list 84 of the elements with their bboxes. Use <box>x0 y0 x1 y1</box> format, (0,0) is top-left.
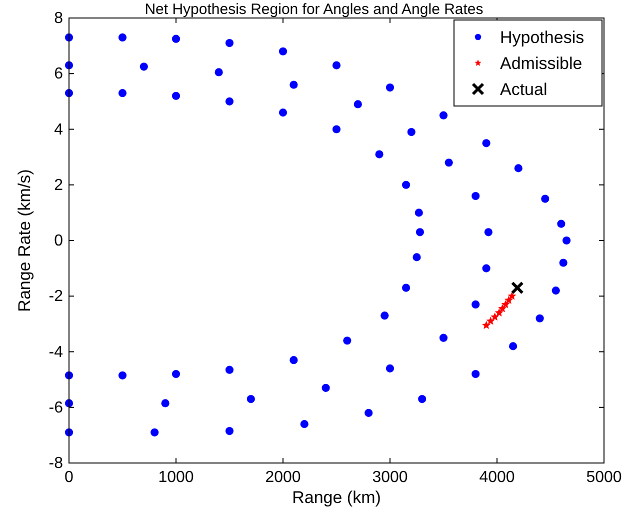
point <box>402 284 410 292</box>
point <box>541 194 550 203</box>
point <box>504 296 514 304</box>
x-tick-label: 4000 <box>479 469 515 486</box>
point <box>246 394 255 404</box>
y-tick-label: -2 <box>48 288 64 306</box>
point <box>472 192 480 200</box>
point <box>494 308 504 316</box>
point <box>439 111 448 120</box>
point <box>225 38 234 48</box>
point <box>472 300 480 309</box>
y-tick-label: 2 <box>54 176 64 194</box>
point <box>444 158 453 167</box>
y-tick-label: 8 <box>54 10 64 27</box>
y-tick-label: -4 <box>48 344 64 361</box>
chart-title: Net Hypothesis Region for Angles and Angle Rates <box>144 1 484 18</box>
point <box>490 312 500 321</box>
point <box>172 34 180 43</box>
point <box>552 286 560 295</box>
point <box>278 47 288 56</box>
point <box>375 150 384 158</box>
point <box>482 320 491 329</box>
point <box>364 408 373 417</box>
point <box>300 420 308 428</box>
point <box>482 264 490 272</box>
x-axis-title: Range (km) <box>292 488 381 507</box>
point <box>407 128 416 136</box>
point <box>559 258 568 267</box>
point <box>514 164 522 172</box>
x-tick-label: 1000 <box>158 469 194 486</box>
point <box>498 304 507 312</box>
point <box>150 428 159 436</box>
x-tick-label: 0 <box>64 469 74 486</box>
point <box>414 208 423 217</box>
point <box>161 399 170 408</box>
legend-label: Hypothesis <box>500 28 584 47</box>
legend-label: Admissible <box>500 54 582 73</box>
point <box>501 300 510 308</box>
point <box>557 220 566 228</box>
point <box>290 80 298 89</box>
point <box>225 366 234 374</box>
point <box>510 281 524 294</box>
y-axis-title: Range Rate (km/s) <box>15 169 34 312</box>
y-tick-label: 6 <box>54 66 64 83</box>
point <box>486 316 495 325</box>
point <box>472 370 480 378</box>
point <box>354 100 362 108</box>
point <box>482 139 490 148</box>
point <box>278 108 288 117</box>
point <box>386 364 394 372</box>
point <box>118 33 127 42</box>
point <box>380 312 389 320</box>
point <box>439 334 448 342</box>
point <box>140 62 148 71</box>
point <box>418 394 426 404</box>
point <box>225 426 234 436</box>
point <box>508 292 516 300</box>
point <box>172 370 180 378</box>
point <box>225 97 234 106</box>
point <box>484 228 492 236</box>
x-tick-label: 2000 <box>265 469 301 486</box>
x-tick-label: 3000 <box>372 469 408 486</box>
point <box>343 336 352 345</box>
point <box>416 228 424 236</box>
point <box>412 253 421 262</box>
point <box>322 384 330 392</box>
y-tick-label: 0 <box>54 232 64 250</box>
point <box>118 89 127 98</box>
y-tick-label: -6 <box>48 399 64 416</box>
point <box>536 314 544 322</box>
y-tick-label: -8 <box>48 455 64 472</box>
legend-label: Actual <box>500 80 548 99</box>
point <box>509 342 518 350</box>
point <box>332 61 341 70</box>
y-tick-label: 4 <box>54 121 64 138</box>
point <box>118 371 127 380</box>
point <box>386 83 394 92</box>
point <box>402 180 410 189</box>
point <box>290 356 298 364</box>
point <box>172 92 180 100</box>
point <box>214 68 223 76</box>
point <box>332 125 341 134</box>
point <box>562 236 571 245</box>
x-tick-label: 5000 <box>586 469 622 486</box>
